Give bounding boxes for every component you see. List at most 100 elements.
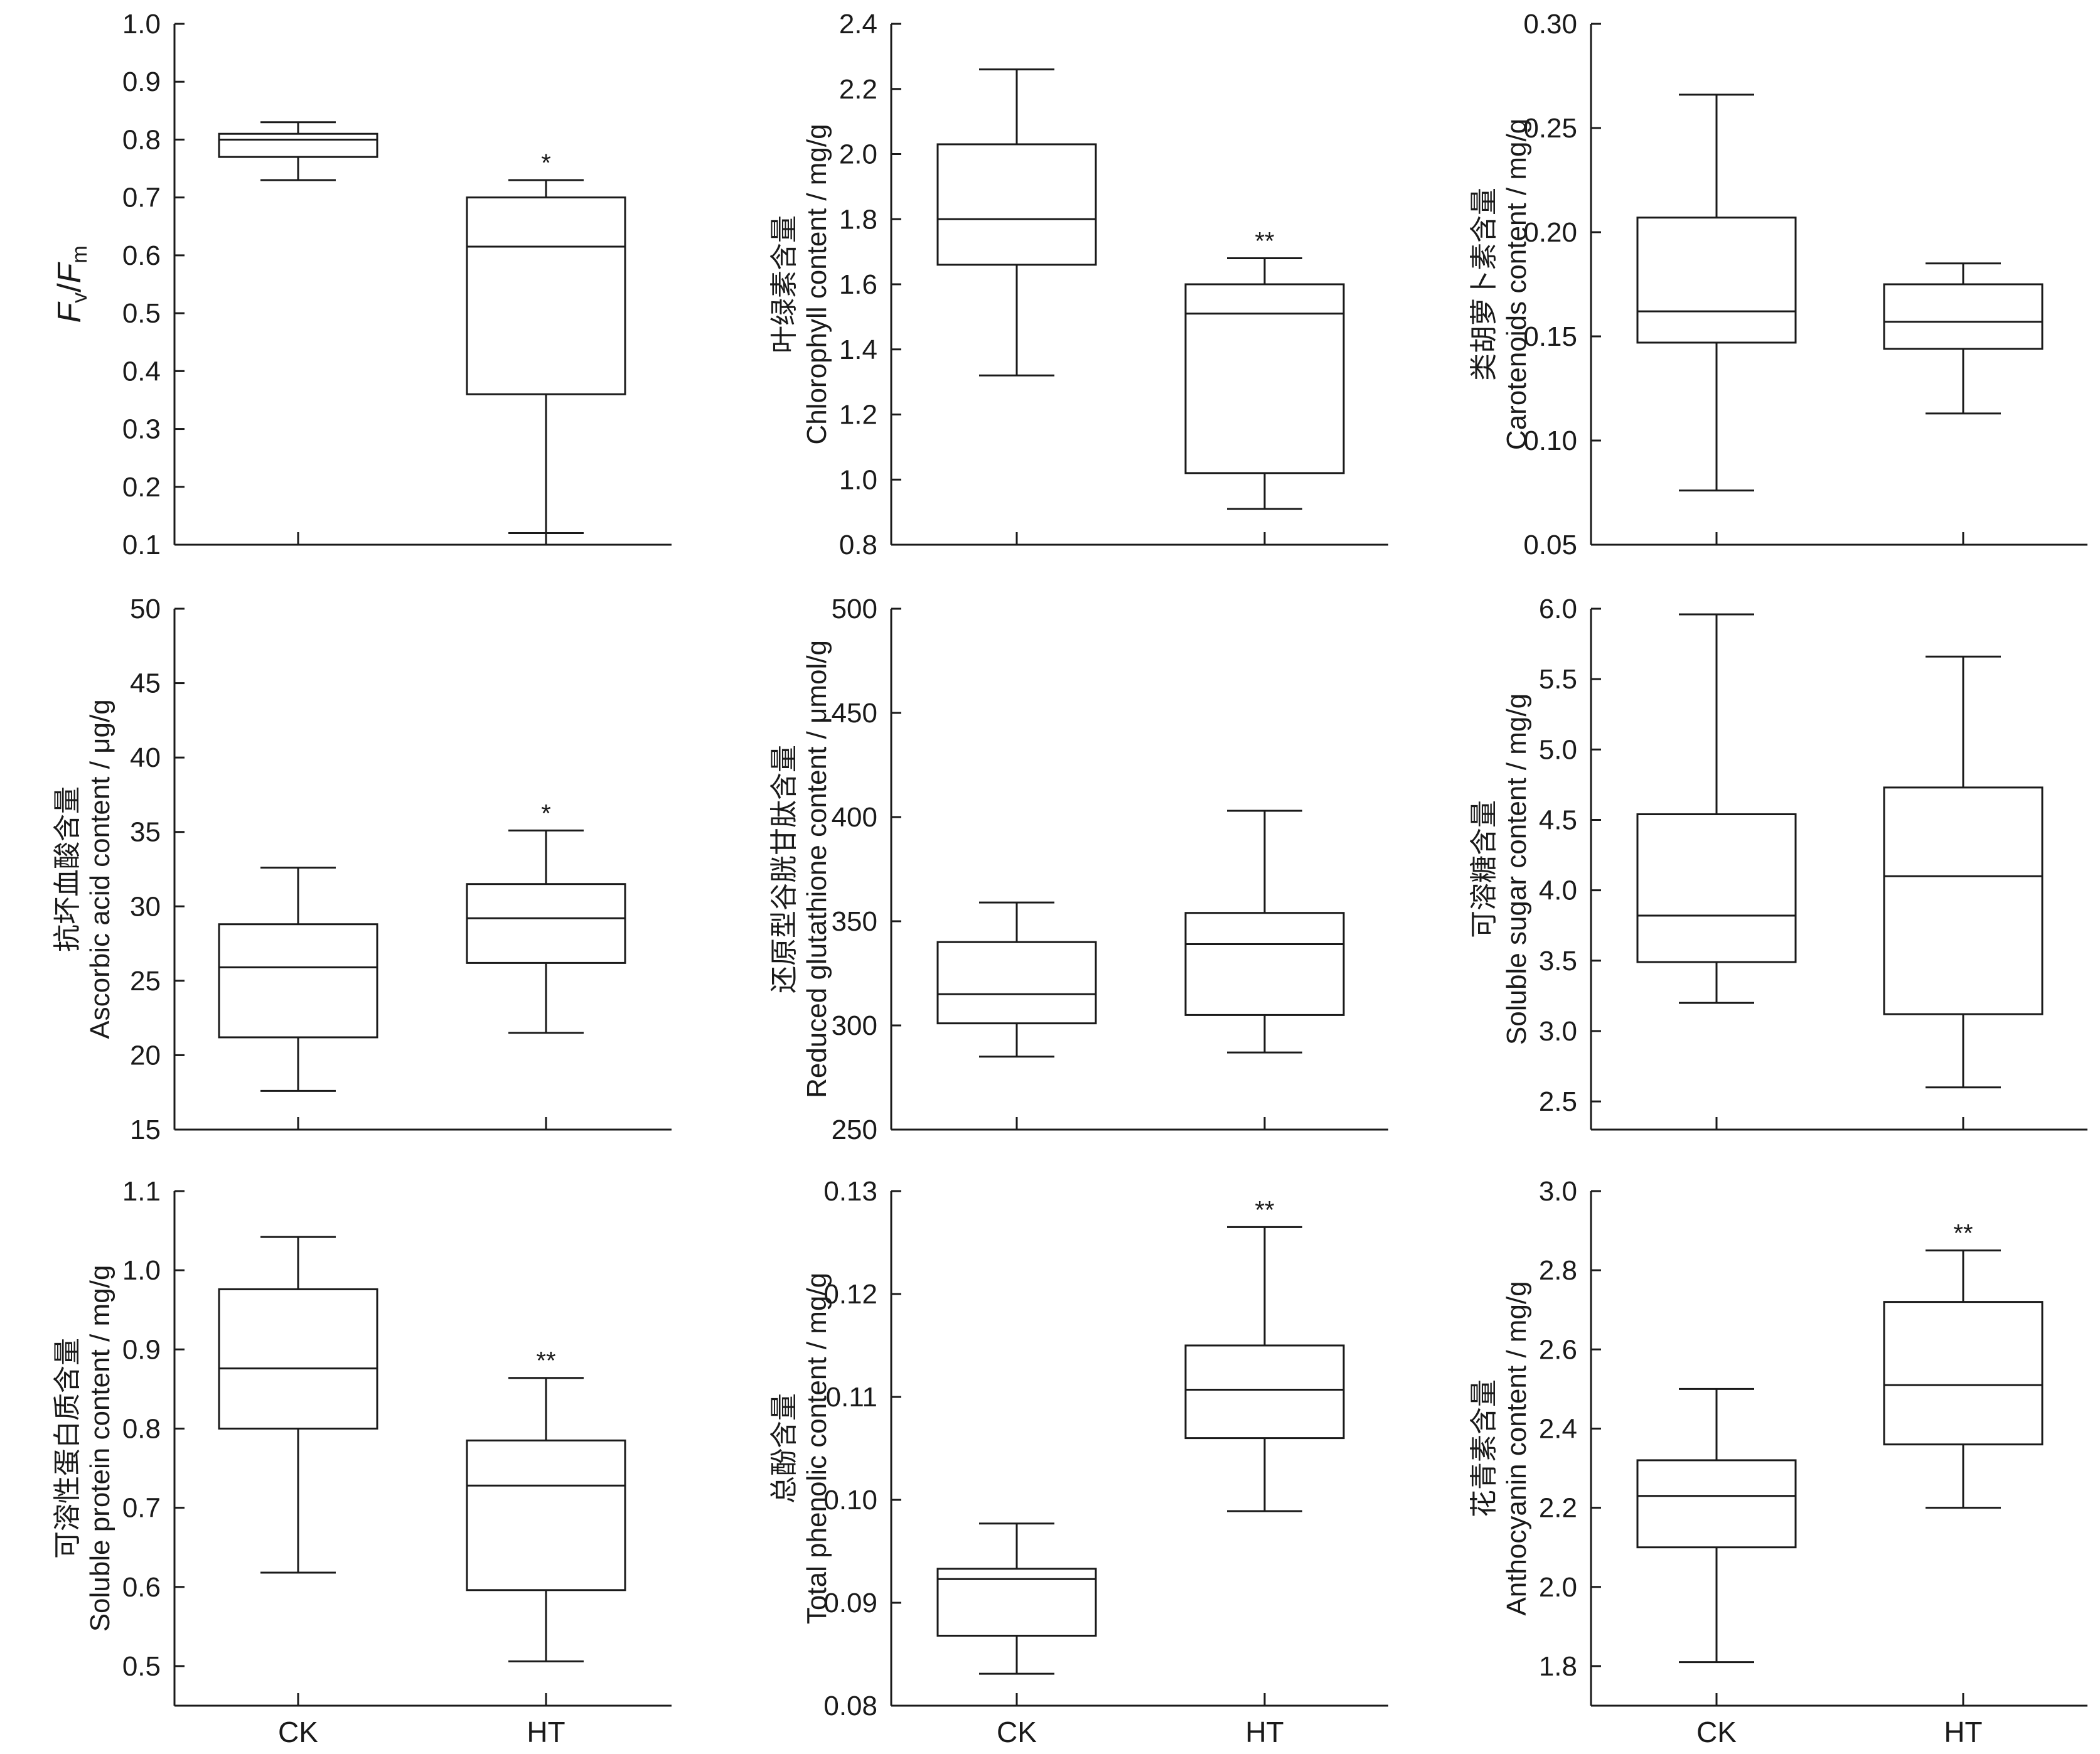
- y-tick-label: 300: [832, 1010, 877, 1041]
- y-tick-label: 2.2: [839, 74, 877, 105]
- y-tick-label: 0.8: [839, 530, 877, 560]
- y-tick-label: 1.0: [122, 1255, 161, 1286]
- y-tick-label: 0.8: [122, 1413, 161, 1444]
- box-ck: [1636, 613, 1797, 1004]
- box-ck: [218, 121, 378, 181]
- y-tick-label: 1.4: [839, 334, 877, 365]
- y-title-part: v: [68, 292, 92, 303]
- y-tick-label: 25: [130, 966, 161, 997]
- y-tick-label: 5.5: [1539, 664, 1577, 695]
- y-tick-label: 0.10: [1523, 425, 1577, 456]
- iqr-box: [218, 132, 378, 158]
- y-tick-label: 0.1: [122, 530, 161, 560]
- y-tick-label: 1.8: [839, 204, 877, 235]
- y-axis-title-en: Anthocyanin content / mg/g: [1501, 1281, 1532, 1615]
- y-tick-label: 250: [832, 1115, 877, 1145]
- y-axis-title: Fv/Fm: [51, 245, 92, 323]
- box-ht: **: [466, 1347, 626, 1662]
- panel-8: 0.08 0.09 0.10 0.11 0.12 0.13 CK HT ** 总酚含量 Total …: [769, 1176, 1388, 1748]
- y-tick-label: 4.0: [1539, 875, 1577, 906]
- y-tick-label: 0.05: [1523, 530, 1577, 560]
- iqr-box: [1636, 1459, 1797, 1549]
- y-tick-label: 400: [832, 802, 877, 833]
- panel-5: 250 300 350 400 450 500 还原型谷胱甘肽含量 Reduced gluta…: [769, 594, 1388, 1145]
- x-tick-label-ck: CK: [278, 1716, 318, 1748]
- box-ck: [1636, 1388, 1797, 1664]
- iqr-box: [1184, 283, 1345, 474]
- box-ck: [218, 867, 378, 1092]
- panel-4: 15 20 25 30 35 40 45 50 * 抗坏血酸含量 Ascorbic acid con…: [52, 594, 672, 1145]
- y-tick-label: 2.8: [1539, 1255, 1577, 1286]
- box-ht: [1883, 655, 2044, 1089]
- y-tick-label: 35: [130, 817, 161, 848]
- y-tick-label: 0.5: [122, 298, 161, 329]
- y-tick-label: 0.20: [1523, 217, 1577, 248]
- y-axis-title-zh: 可溶糖含量: [1469, 800, 1499, 938]
- box-ck: [1636, 94, 1797, 492]
- y-tick-label: 50: [130, 594, 161, 624]
- y-tick-label: 1.2: [839, 400, 877, 430]
- panel-3: 0.05 0.10 0.15 0.20 0.25 0.30 类胡萝卜素含量 Carotenoi…: [1469, 9, 2087, 560]
- y-tick-label: 3.0: [1539, 1016, 1577, 1047]
- box-ht: **: [1184, 228, 1345, 510]
- y-axis-title-en: Total phenolic content / mg/g: [801, 1273, 832, 1624]
- y-tick-label: 2.4: [1539, 1413, 1577, 1444]
- y-tick-label: 1.0: [839, 464, 877, 495]
- y-title-part: /: [51, 283, 88, 292]
- significance-marker: **: [1255, 228, 1274, 255]
- iqr-box: [218, 923, 378, 1039]
- iqr-box: [1636, 217, 1797, 344]
- panel-1: 0.10.20.30.40.50.60.70.80.91.0*Fv/Fm: [51, 9, 672, 560]
- y-tick-label: 2.0: [839, 139, 877, 170]
- y-tick-label: 1.0: [122, 9, 161, 40]
- x-tick-label-ht: HT: [1944, 1716, 1982, 1748]
- iqr-box: [1184, 1344, 1345, 1440]
- y-axis-title-zh: 花青素含量: [1469, 1379, 1499, 1517]
- iqr-box: [466, 196, 626, 395]
- y-title-part: F: [51, 301, 88, 323]
- y-tick-label: 30: [130, 891, 161, 922]
- x-tick-label-ht: HT: [527, 1716, 565, 1748]
- panel-6: 2.5 3.0 3.5 4.0 4.5 5.0 5.5 6.0 可溶糖含量 Soluble sug…: [1469, 594, 2087, 1131]
- y-tick-label: 3.5: [1539, 946, 1577, 976]
- iqr-box: [936, 143, 1097, 266]
- y-tick-label: 0.8: [122, 124, 161, 155]
- y-tick-label: 0.4: [122, 356, 161, 387]
- y-tick-label: 2.4: [839, 9, 877, 40]
- panel-2: 0.8 1.0 1.2 1.4 1.6 1.8 2.0 2.2 2.4 ** 叶绿素含量 Chloro…: [769, 9, 1388, 560]
- box-ck: [936, 68, 1097, 377]
- box-ht: [1883, 262, 2044, 415]
- box-ht: **: [1184, 1196, 1345, 1512]
- y-tick-label: 5.0: [1539, 734, 1577, 765]
- y-tick-label: 45: [130, 668, 161, 699]
- y-tick-label: 1.1: [122, 1176, 161, 1207]
- y-tick-label: 2.6: [1539, 1334, 1577, 1365]
- y-axis-title-en: Ascorbic acid content / μg/g: [85, 699, 115, 1039]
- iqr-box: [1883, 786, 2044, 1015]
- y-axis-title-en: Soluble sugar content / mg/g: [1501, 693, 1532, 1045]
- iqr-box: [218, 1288, 378, 1430]
- x-tick-label-ck: CK: [1696, 1716, 1737, 1748]
- y-tick-label: 2.0: [1539, 1572, 1577, 1603]
- x-tick-label-ck: CK: [997, 1716, 1037, 1748]
- iqr-box: [1636, 813, 1797, 963]
- y-tick-label: 2.2: [1539, 1493, 1577, 1524]
- significance-marker: **: [1953, 1220, 1973, 1248]
- y-axis-title-zh: 叶绿素含量: [769, 215, 800, 353]
- y-axis-title-en: Chlorophyll content / mg/g: [801, 124, 832, 444]
- y-axis-title-zh: 类胡萝卜素含量: [1469, 188, 1499, 381]
- y-axis-title-zh: 抗坏血酸含量: [52, 786, 83, 952]
- y-tick-label: 0.2: [122, 472, 161, 503]
- y-tick-label: 0.7: [122, 183, 161, 213]
- y-tick-label: 1.8: [1539, 1651, 1577, 1682]
- box-ck: [936, 1522, 1097, 1675]
- box-ht: **: [1883, 1220, 2044, 1509]
- y-tick-label: 350: [832, 906, 877, 937]
- significance-marker: *: [541, 149, 551, 177]
- y-tick-label: 2.5: [1539, 1086, 1577, 1117]
- y-tick-label: 0.3: [122, 414, 161, 445]
- significance-marker: *: [541, 799, 551, 827]
- y-tick-label: 6.0: [1539, 594, 1577, 624]
- y-tick-label: 0.08: [823, 1691, 877, 1721]
